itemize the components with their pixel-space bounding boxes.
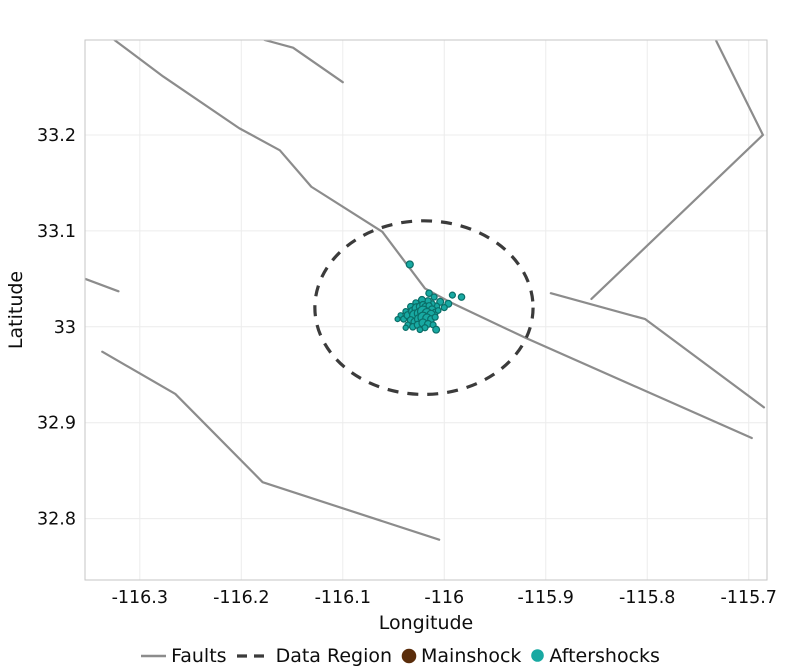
y-tick-label: 32.9 bbox=[37, 414, 76, 434]
faults-line-icon bbox=[141, 654, 167, 657]
x-tick-label: -115.9 bbox=[518, 588, 574, 608]
fault-line bbox=[85, 277, 120, 293]
dashed-line-icon bbox=[236, 653, 271, 658]
plot-panel-border bbox=[84, 39, 768, 581]
y-tick-label: 33 bbox=[54, 318, 76, 338]
legend-label-mainshock: Mainshock bbox=[421, 644, 522, 667]
fault-line bbox=[549, 292, 766, 409]
legend-item-aftershocks: Aftershocks bbox=[530, 645, 660, 667]
legend-label-aftershocks: Aftershocks bbox=[549, 644, 660, 667]
aftershock-point bbox=[448, 291, 456, 299]
x-tick-label: -116.2 bbox=[213, 588, 269, 608]
aftershock-point bbox=[457, 293, 466, 301]
x-tick-label: -115.8 bbox=[619, 588, 675, 608]
legend-item-mainshock: Mainshock bbox=[401, 645, 521, 667]
aftershock-point bbox=[405, 260, 414, 269]
aftershock-point bbox=[430, 293, 438, 301]
y-tick-label: 32.8 bbox=[37, 510, 76, 530]
data-region-circle bbox=[313, 219, 535, 397]
legend: Faults Data Region Mainshock Aftershocks bbox=[0, 641, 800, 670]
aftershock-point bbox=[434, 307, 442, 314]
x-axis-label: Longitude bbox=[379, 612, 474, 634]
aftershock-point bbox=[440, 304, 448, 312]
aftershock-point bbox=[394, 316, 401, 323]
aftershock-point bbox=[431, 313, 439, 321]
fault-line bbox=[113, 40, 753, 440]
aftershock-point bbox=[425, 289, 433, 298]
legend-item-faults: Faults bbox=[140, 645, 227, 667]
fault-line bbox=[590, 40, 765, 301]
y-tick-labels: 32.8 32.9 33 33.1 33.2 bbox=[37, 126, 76, 530]
x-tick-label: -116.1 bbox=[315, 588, 371, 608]
aftershock-point bbox=[416, 326, 424, 334]
aftershock-point bbox=[402, 324, 409, 331]
aftershocks-dot-icon bbox=[531, 649, 545, 662]
x-tick-label: -115.7 bbox=[721, 588, 777, 608]
legend-item-data-region: Data Region bbox=[236, 645, 392, 667]
legend-label-data-region: Data Region bbox=[275, 644, 393, 667]
x-tick-label: -116 bbox=[424, 588, 464, 608]
fault-line bbox=[101, 350, 441, 541]
aftershock-points bbox=[394, 260, 466, 334]
earthquake-map-plot: -116.3 -116.2 -116.1 -116 -115.9 -115.8 -115.7… bbox=[5, 39, 777, 634]
x-tick-labels: -116.3 -116.2 -116.1 -116 -115.9 -115.8 -115.7 bbox=[112, 588, 777, 608]
legend-label-faults: Faults bbox=[171, 644, 227, 667]
y-tick-label: 33.2 bbox=[37, 126, 76, 146]
fault-line bbox=[263, 40, 344, 84]
mainshock-dot-icon bbox=[401, 648, 417, 663]
x-tick-label: -116.3 bbox=[112, 588, 168, 608]
y-tick-label: 33.1 bbox=[37, 222, 76, 242]
aftershock-point bbox=[432, 325, 441, 334]
y-axis-label: Latitude bbox=[5, 271, 27, 349]
fault-lines bbox=[85, 40, 766, 541]
